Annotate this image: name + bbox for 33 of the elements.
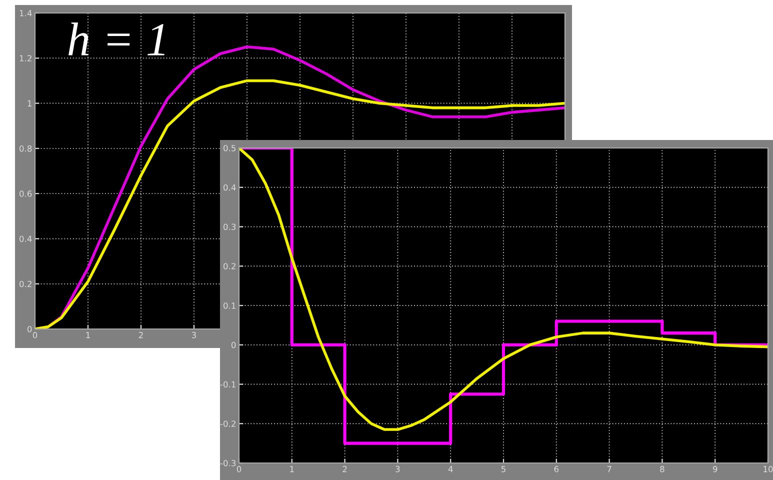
x-tick-label: 4	[448, 466, 453, 472]
y-tick-label: 0.1	[224, 302, 236, 309]
x-tick-label: 9	[712, 466, 718, 472]
y-tick-label: 0.8	[20, 145, 32, 152]
y-tick-label: 1.2	[20, 55, 32, 62]
x-tick-label: 1	[86, 332, 90, 338]
y-tick-label: 0.3	[224, 224, 236, 230]
y-tick-label: 0	[27, 326, 32, 332]
x-tick-label: 5	[501, 466, 506, 472]
x-tick-label: 7	[607, 466, 612, 472]
y-tick-label: 1	[28, 100, 32, 106]
x-tick-label: 1	[290, 466, 294, 472]
y-tick-label: 0.4	[20, 236, 32, 242]
x-tick-label: 6	[554, 466, 559, 472]
annotation: h = 1	[68, 22, 164, 56]
y-tick-label: 0.4	[224, 184, 236, 191]
y-tick-label: -0.2	[220, 420, 236, 427]
x-tick-label: 2	[342, 466, 347, 472]
y-tick-label: -0.1	[220, 381, 236, 388]
y-tick-label: 0.2	[20, 280, 32, 288]
x-tick-label: 8	[660, 466, 664, 472]
y-tick-label: 0.5	[224, 144, 236, 152]
y-tick-label: -0.3	[220, 460, 236, 466]
y-tick-label: 0.6	[20, 190, 32, 197]
y-tick-label: 1.4	[20, 10, 32, 16]
x-tick-label: 3	[396, 466, 400, 472]
x-tick-label: 0	[236, 466, 242, 472]
y-tick-label: 0	[231, 342, 236, 348]
y-tick-label: 0.2	[224, 263, 236, 270]
x-tick-label: 3	[192, 332, 196, 338]
x-tick-label: 10	[764, 466, 773, 472]
x-tick-label: 0	[32, 332, 38, 338]
x-tick-label: 2	[138, 332, 143, 338]
